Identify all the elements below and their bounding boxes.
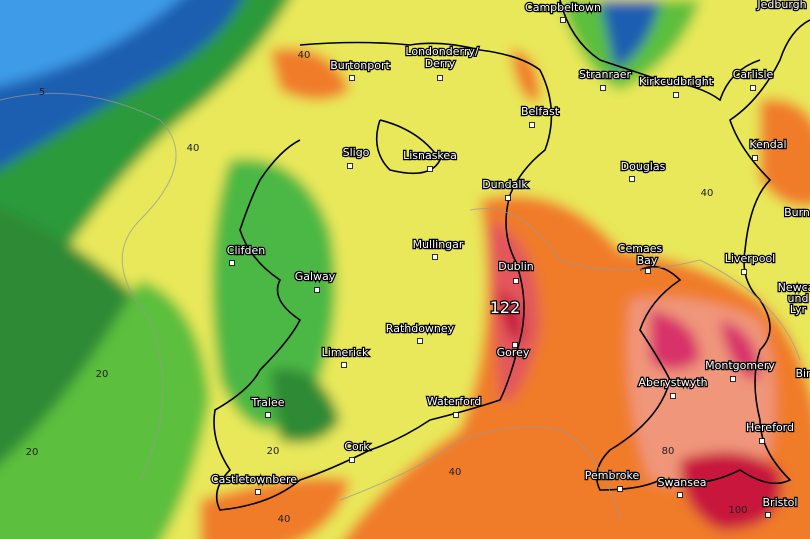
contour-label: 20 [267, 446, 280, 457]
place-label: Limerick [322, 346, 369, 359]
place-marker [432, 254, 438, 260]
contour-label: 40 [449, 467, 462, 478]
contour-lines [0, 92, 801, 521]
place-marker [529, 122, 535, 128]
place-label: Dublin [498, 260, 534, 273]
contour-label: 40 [298, 50, 311, 61]
place-label: Stranraer [579, 68, 632, 81]
place-marker [437, 75, 443, 81]
place-label: Carlisle [733, 68, 774, 81]
place-marker [617, 486, 623, 492]
place-marker [349, 75, 355, 81]
place-label: Douglas [621, 160, 666, 173]
contour-label: 5 [39, 87, 45, 98]
place-marker [560, 17, 566, 23]
contour-label: 100 [728, 505, 747, 516]
place-label: Cemaes [618, 242, 663, 255]
place-label: Campbeltown [525, 1, 601, 14]
place-label: Castletownbere [211, 473, 297, 486]
contour-label: 20 [96, 369, 109, 380]
coastline [213, 0, 810, 511]
place-marker [759, 438, 765, 444]
place-marker [453, 412, 459, 418]
place-label: Kirkcudbright [639, 75, 714, 88]
place-label: Bristol [763, 496, 798, 509]
place-marker [513, 278, 519, 284]
place-label: Sligo [343, 146, 370, 159]
place-marker [347, 163, 353, 169]
place-label: und [788, 292, 809, 305]
place-marker [341, 362, 347, 368]
place-label: Montgomery [705, 359, 775, 372]
place-marker [512, 342, 518, 348]
place-marker [673, 92, 679, 98]
place-label: Newca [778, 281, 810, 294]
place-label: Clifden [227, 244, 265, 257]
place-marker [670, 393, 676, 399]
place-label: Bay [637, 254, 658, 267]
place-marker [677, 492, 683, 498]
place-label: Gorey [497, 346, 530, 359]
place-label: 122 [490, 298, 521, 317]
place-label: Belfast [521, 105, 560, 118]
place-label: Swansea [658, 476, 707, 489]
place-label: Bir [795, 367, 810, 380]
place-marker [750, 85, 756, 91]
place-marker [645, 268, 651, 274]
contour-label: 40 [278, 514, 291, 525]
place-label: Tralee [251, 396, 285, 409]
place-marker [730, 376, 736, 382]
place-marker [349, 457, 355, 463]
place-marker [255, 489, 261, 495]
place-label: Lyr [790, 303, 807, 316]
place-label: Jedburgh [756, 0, 806, 11]
place-marker [427, 166, 433, 172]
place-label: Mullingar [413, 238, 464, 251]
place-marker [229, 260, 235, 266]
place-label: Dundalk [482, 178, 528, 191]
place-label: Burtonport [330, 59, 390, 72]
place-label: Rathdowney [386, 322, 455, 335]
place-marker [417, 338, 423, 344]
contour-label: 40 [701, 188, 714, 199]
contour-label: 80 [662, 446, 675, 457]
place-marker [265, 412, 271, 418]
place-label: Waterford [427, 395, 481, 408]
contour-label: 40 [187, 143, 200, 154]
place-label: Derry [425, 57, 456, 70]
place-label: Hereford [746, 421, 794, 434]
place-label: Burn [784, 206, 810, 219]
place-marker [314, 287, 320, 293]
place-marker [629, 176, 635, 182]
place-label: Londonderry/ [405, 45, 478, 58]
place-label: Cork [344, 440, 370, 453]
place-label: Lisnaskea [403, 149, 457, 162]
place-label: Kendal [749, 138, 786, 151]
place-marker [752, 155, 758, 161]
place-label: Aberystwyth [638, 376, 707, 389]
place-marker [741, 269, 747, 275]
contour-label: 20 [26, 447, 39, 458]
place-label: Galway [295, 270, 336, 283]
place-label: Liverpool [725, 252, 775, 265]
place-marker [505, 195, 511, 201]
place-marker [600, 85, 606, 91]
place-marker [765, 512, 771, 518]
place-label: Pembroke [585, 469, 640, 482]
